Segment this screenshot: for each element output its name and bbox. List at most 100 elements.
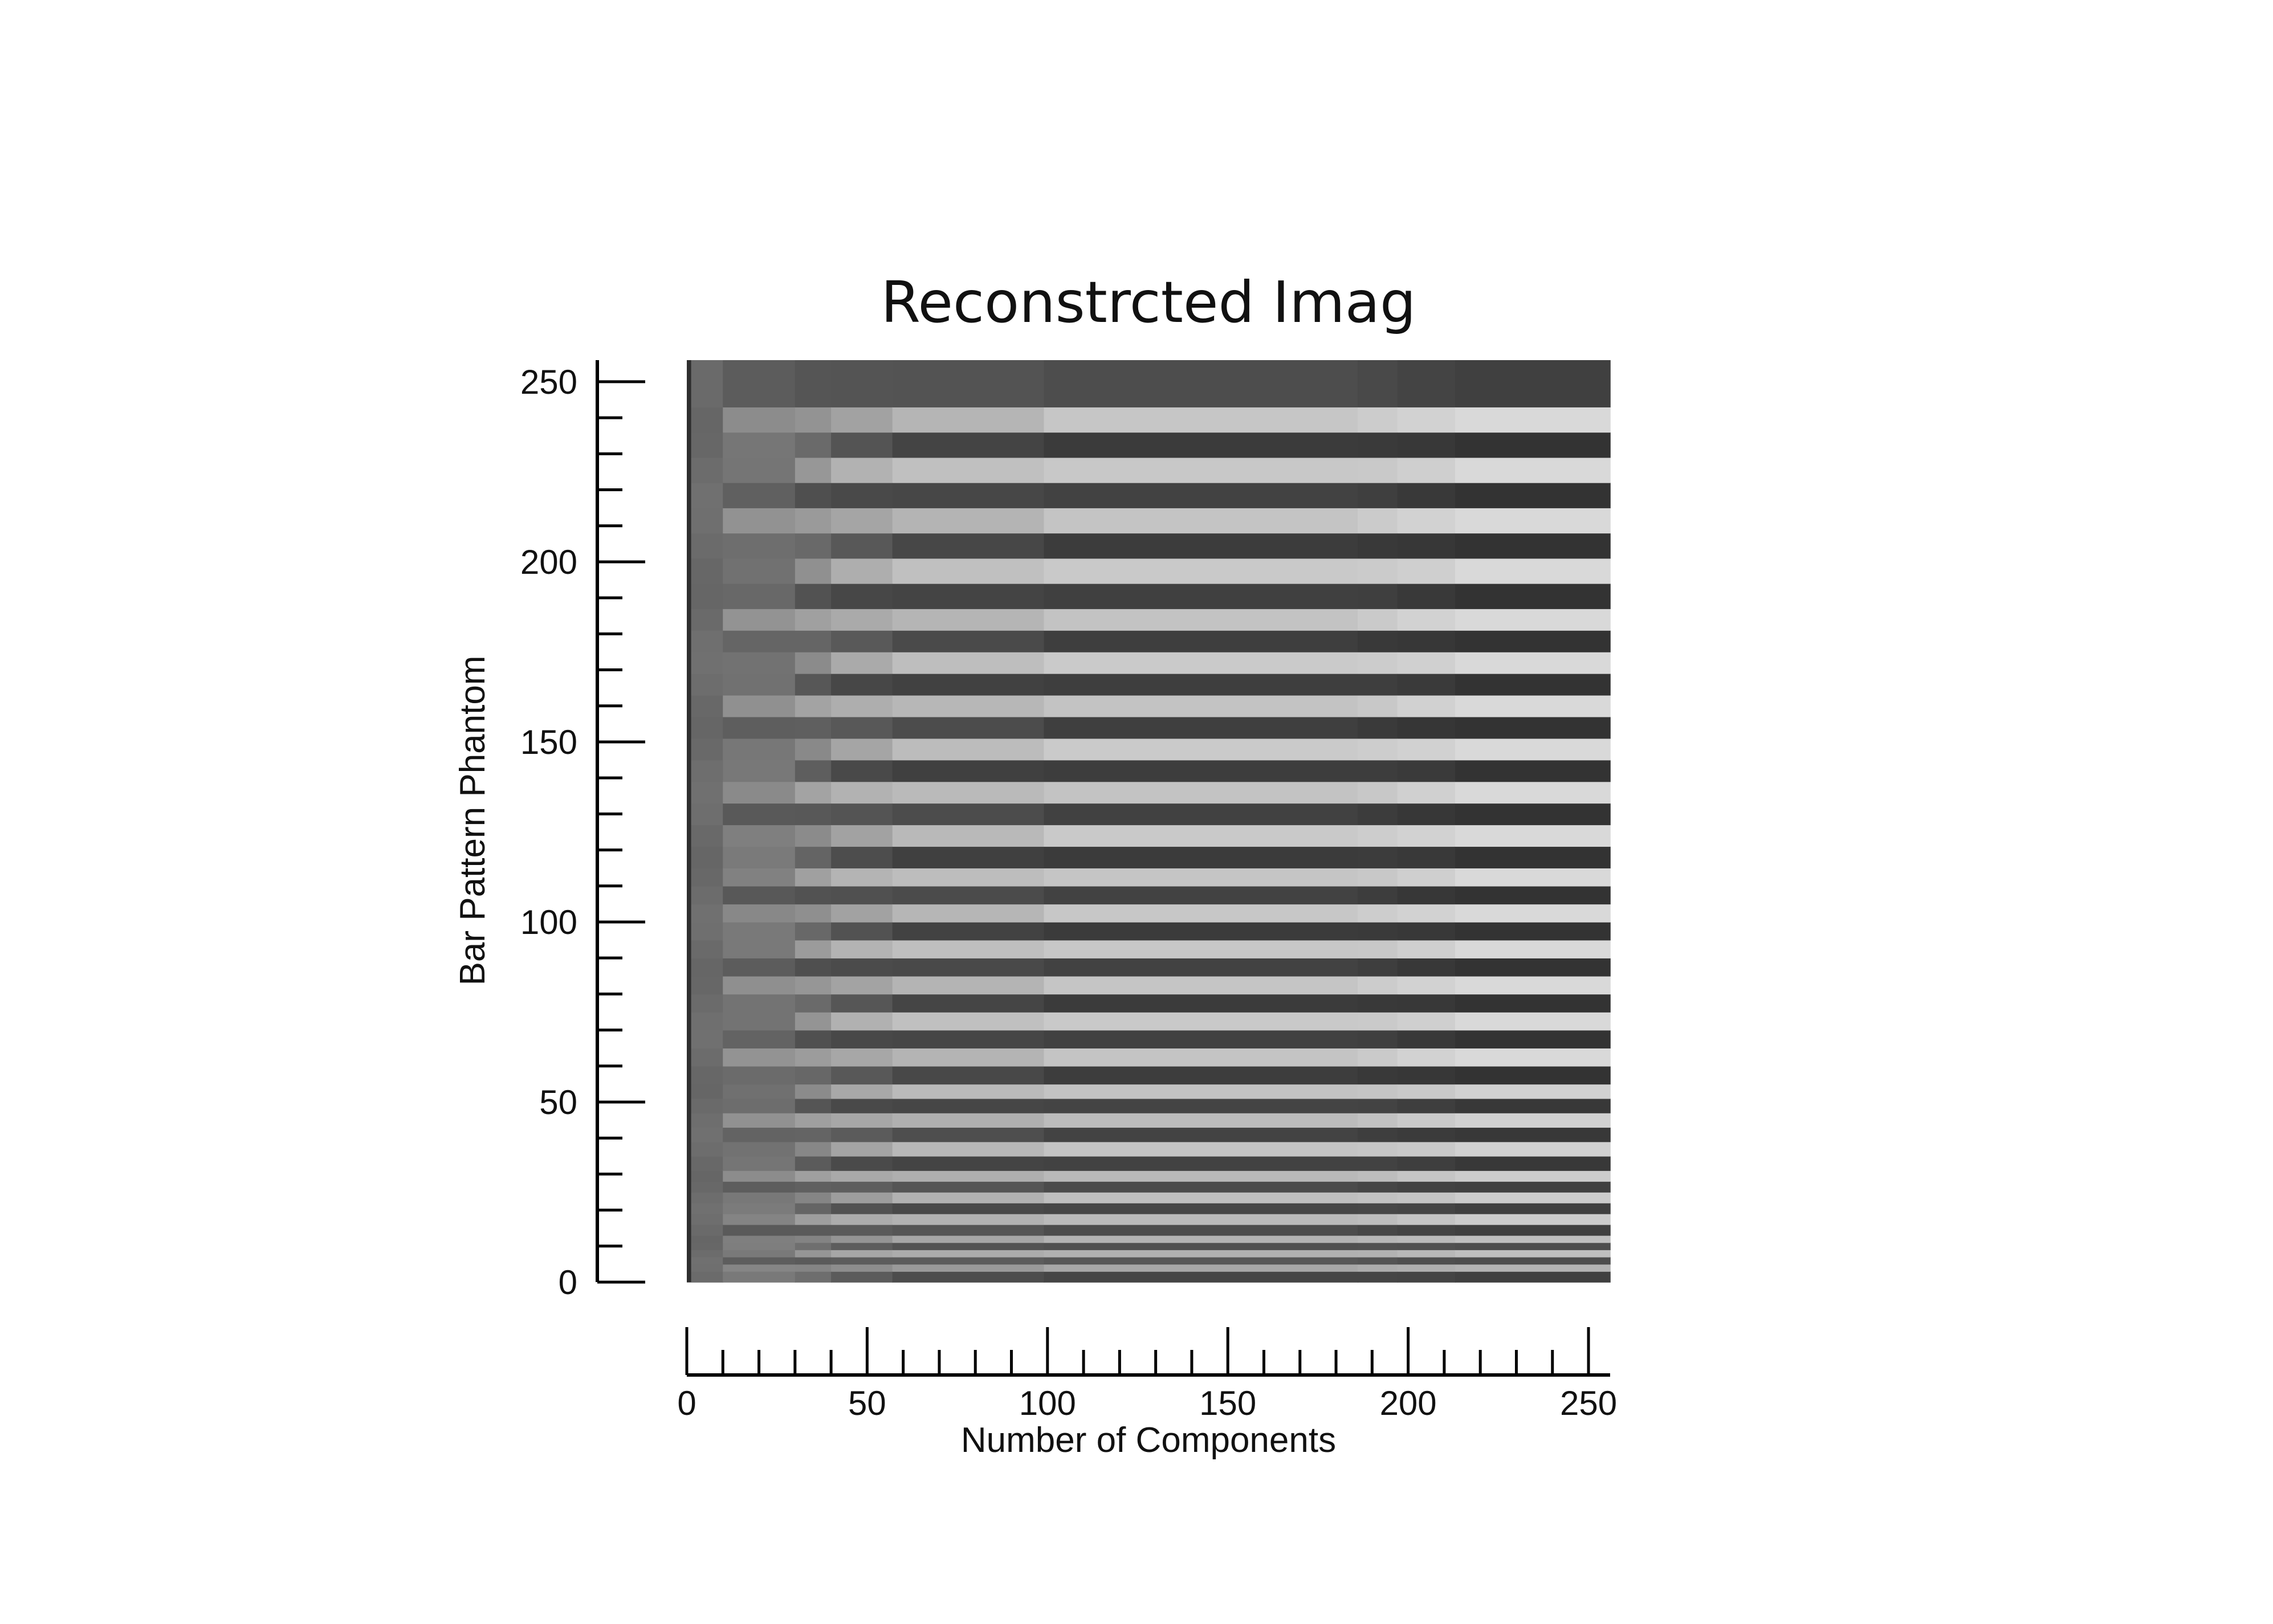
heatmap-cell <box>892 781 1045 804</box>
heatmap-cell <box>723 1250 796 1258</box>
heatmap-cell <box>1358 886 1398 905</box>
heatmap-cell <box>687 803 724 826</box>
heatmap-cell <box>1358 1084 1398 1099</box>
heatmap-cell <box>1455 738 1611 761</box>
heatmap-cell <box>892 940 1045 958</box>
heatmap-cell <box>892 482 1045 508</box>
heatmap-cell <box>1044 1098 1358 1113</box>
heatmap-cell <box>1455 1181 1611 1193</box>
heatmap-cell <box>723 1156 796 1171</box>
heatmap-cell <box>687 1235 724 1243</box>
heatmap-cell <box>723 1066 796 1085</box>
heatmap-cell <box>892 1235 1045 1243</box>
heatmap-cell <box>831 583 893 609</box>
heatmap-cell <box>1358 1030 1398 1048</box>
heatmap-cell <box>1397 609 1456 631</box>
heatmap-cell <box>1455 760 1611 782</box>
heatmap-cell <box>795 1011 832 1031</box>
heatmap-cell <box>1044 407 1358 433</box>
heatmap-cell <box>723 781 796 804</box>
heatmap-cell <box>892 994 1045 1013</box>
heatmap-cell <box>1358 1264 1398 1272</box>
heatmap-cell <box>1044 1141 1358 1157</box>
heatmap-cell <box>831 673 893 696</box>
heatmap-cell <box>723 630 796 652</box>
heatmap-cell <box>892 1141 1045 1157</box>
heatmap-cell <box>1044 1213 1358 1225</box>
heatmap-cell <box>687 457 724 483</box>
heatmap-cell <box>687 1066 724 1085</box>
x-tick-label: 150 <box>1199 1384 1256 1422</box>
heatmap-cell <box>687 695 724 717</box>
heatmap-cell <box>687 583 724 609</box>
heatmap-cell <box>892 1170 1045 1182</box>
heatmap-cell <box>1455 1170 1611 1182</box>
heatmap-cell <box>892 1250 1045 1258</box>
heatmap-cell <box>831 781 893 804</box>
heatmap-cell <box>1455 533 1611 559</box>
heatmap-cell <box>1397 1264 1456 1272</box>
heatmap-cell <box>831 1084 893 1099</box>
heatmap-cell <box>1044 1202 1358 1214</box>
heatmap-cell <box>892 976 1045 995</box>
heatmap-column-block <box>1358 360 1398 1283</box>
heatmap-cell <box>1397 1098 1456 1113</box>
heatmap-cell <box>687 1224 724 1236</box>
heatmap-cell <box>1358 716 1398 739</box>
heatmap-cell <box>687 508 724 534</box>
heatmap-cell <box>1044 630 1358 652</box>
heatmap-cell <box>795 1066 832 1085</box>
heatmap-cell <box>831 803 893 826</box>
heatmap-cell <box>1397 407 1456 433</box>
heatmap-cell <box>1358 760 1398 782</box>
heatmap-cell <box>1455 508 1611 534</box>
heatmap-cell <box>1397 1235 1456 1243</box>
heatmap-cell <box>892 1192 1045 1203</box>
heatmap-cell <box>1358 695 1398 717</box>
heatmap-cell <box>831 609 893 631</box>
heatmap-cell <box>1044 781 1358 804</box>
heatmap-cell <box>795 868 832 887</box>
heatmap-cell <box>892 609 1045 631</box>
heatmap-cell <box>687 432 724 458</box>
heatmap-cell <box>831 1213 893 1225</box>
heatmap-cell <box>795 360 832 407</box>
heatmap-cell <box>892 651 1045 674</box>
heatmap-cell <box>1455 886 1611 905</box>
heatmap-cell <box>1044 1192 1358 1203</box>
heatmap-cell <box>892 1271 1045 1283</box>
heatmap-cell <box>1397 1242 1456 1250</box>
heatmap-cell <box>1397 994 1456 1013</box>
heatmap-cell <box>1455 958 1611 977</box>
x-axis: 0 50 100 150 200 250 <box>677 1327 1617 1422</box>
heatmap-cell <box>892 432 1045 458</box>
heatmap-cell <box>1397 432 1456 458</box>
y-tick-label: 200 <box>520 543 577 581</box>
heatmap-column-block <box>892 360 1045 1283</box>
heatmap-cell <box>795 958 832 977</box>
heatmap-cell <box>892 673 1045 696</box>
heatmap-cell <box>1358 482 1398 508</box>
heatmap-cell <box>892 886 1045 905</box>
heatmap-cell <box>831 1181 893 1193</box>
heatmap-cell <box>1397 803 1456 826</box>
heatmap-cell <box>892 583 1045 609</box>
heatmap-cell <box>1455 1112 1611 1128</box>
heatmap-cell <box>723 976 796 995</box>
heatmap-cell <box>1397 940 1456 958</box>
heatmap-cell <box>795 760 832 782</box>
heatmap-cell <box>1044 508 1358 534</box>
heatmap-cell <box>831 360 893 407</box>
heatmap-cell <box>892 1242 1045 1250</box>
heatmap-cell <box>723 558 796 584</box>
heatmap-cell <box>795 630 832 652</box>
heatmap-cell <box>687 1202 724 1214</box>
heatmap-cell <box>795 432 832 458</box>
heatmap-cell <box>1455 583 1611 609</box>
heatmap-cell <box>831 994 893 1013</box>
heatmap-cell <box>687 738 724 761</box>
heatmap-cell <box>723 940 796 958</box>
heatmap-cell <box>723 1264 796 1272</box>
heatmap-cell <box>892 360 1045 407</box>
heatmap-cell <box>1358 825 1398 847</box>
